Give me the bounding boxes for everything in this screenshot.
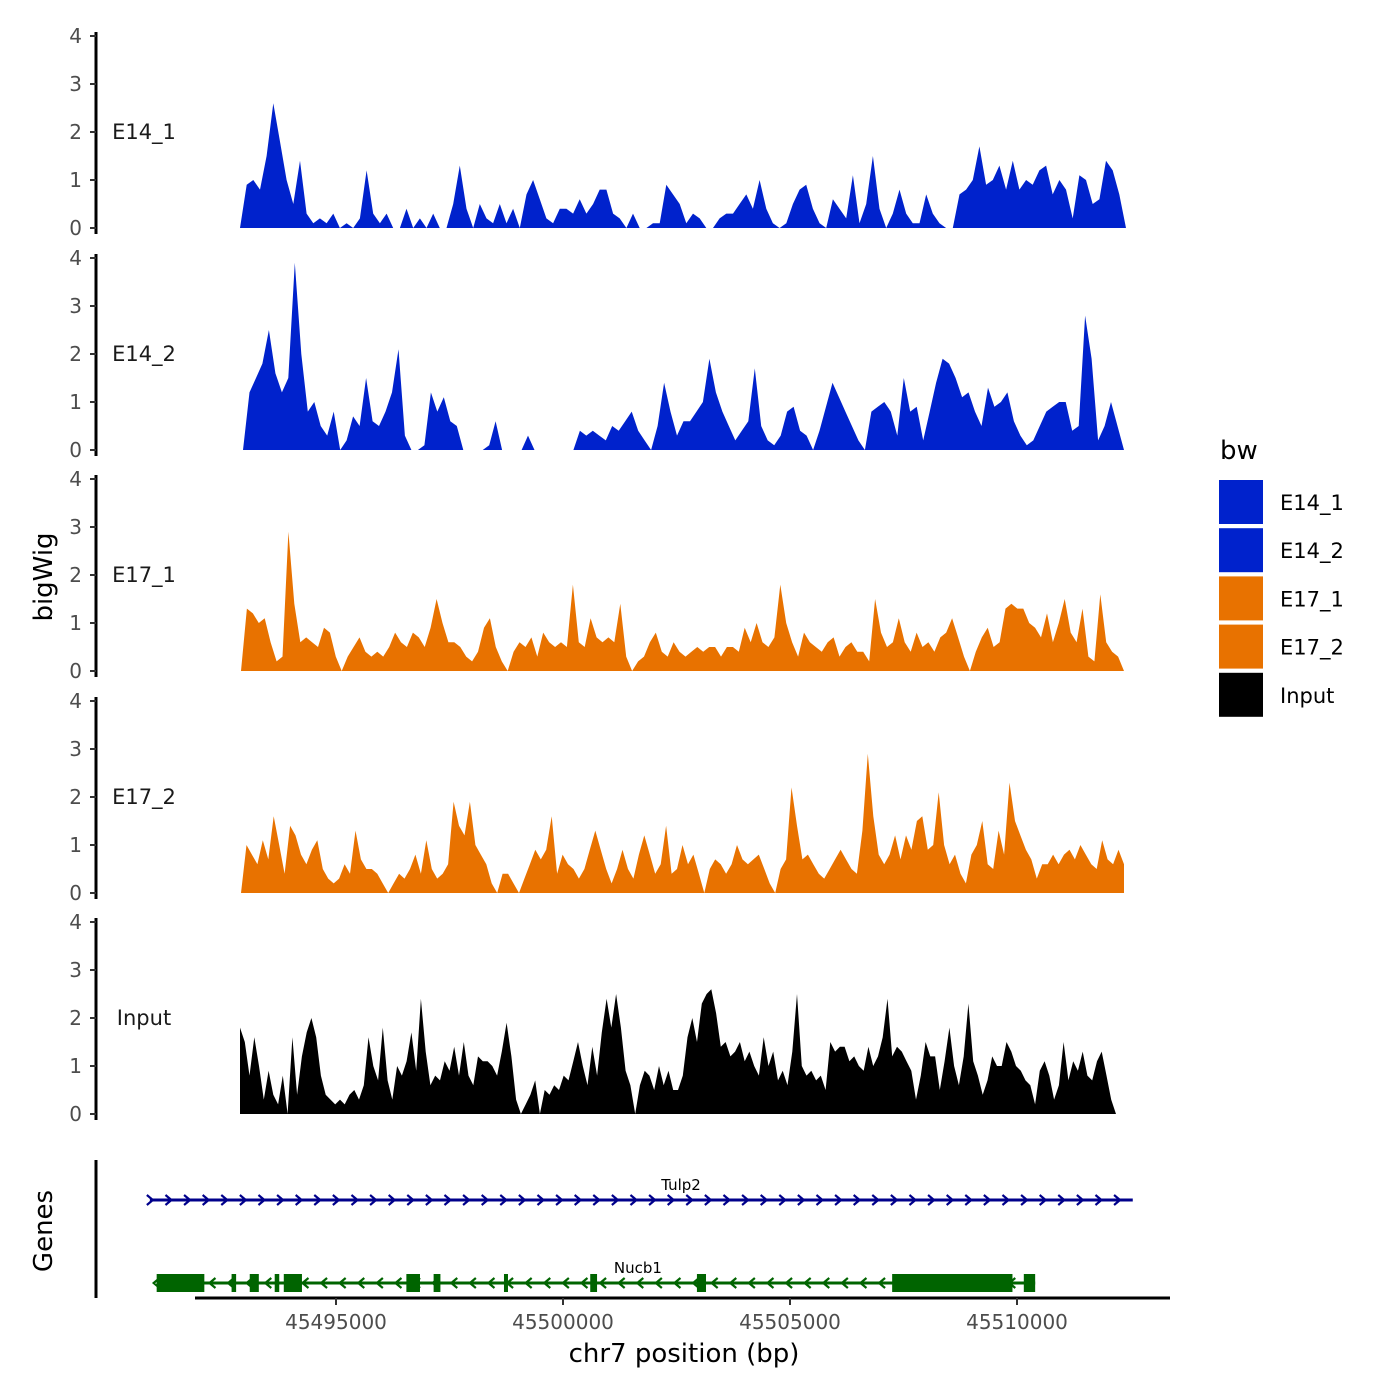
track-label: E17_2 bbox=[112, 785, 176, 810]
legend: E14_1 E14_2 E17_1 E17_2 Input bbox=[1219, 480, 1344, 717]
legend-swatch-E14_1 bbox=[1219, 480, 1263, 524]
y-tick-label: 0 bbox=[69, 659, 82, 683]
exon bbox=[433, 1274, 441, 1292]
y-tick-label: 2 bbox=[69, 120, 82, 144]
y-tick-label: 0 bbox=[69, 216, 82, 240]
x-tick-label: 45495000 bbox=[285, 1310, 387, 1334]
y-tick-label: 2 bbox=[69, 342, 82, 366]
x-tick-label: 45505000 bbox=[739, 1310, 841, 1334]
y-tick-label: 1 bbox=[69, 611, 82, 635]
y-tick-label: 2 bbox=[69, 1006, 82, 1030]
exon bbox=[1023, 1274, 1036, 1292]
gene-Tulp2: Tulp2 bbox=[146, 1176, 1133, 1206]
x-axis-title: chr7 position (bp) bbox=[569, 1339, 800, 1369]
exon bbox=[406, 1274, 420, 1292]
track-panels: 0 1 2 3 4 E14_1 0 1 2 3 4 E14_2 0 1 2 3 4 E17_1 0 1 2 3 4 E17_2… bbox=[69, 24, 1126, 1126]
legend-label-Input: Input bbox=[1280, 684, 1334, 708]
gene-label: Tulp2 bbox=[660, 1176, 701, 1194]
area-series bbox=[240, 989, 1116, 1114]
y-tick-label: 3 bbox=[69, 515, 82, 539]
exon bbox=[503, 1274, 508, 1292]
y-axis-title: bigWig bbox=[29, 532, 59, 621]
y-tick-label: 4 bbox=[69, 910, 82, 934]
legend-label-E14_1: E14_1 bbox=[1280, 491, 1344, 516]
y-tick-label: 3 bbox=[69, 958, 82, 982]
legend-title: bw bbox=[1220, 436, 1258, 466]
legend-label-E14_2: E14_2 bbox=[1280, 539, 1344, 564]
track-Input: 0 1 2 3 4 Input bbox=[69, 910, 1116, 1126]
track-label: E17_1 bbox=[112, 563, 176, 588]
gene-track: Tulp2 Nucb1 bbox=[94, 1160, 1133, 1298]
exon bbox=[249, 1274, 259, 1292]
y-tick-label: 4 bbox=[69, 467, 82, 491]
track-label: E14_1 bbox=[112, 120, 176, 145]
x-axis: 45495000 45500000 45505000 45510000 bbox=[195, 1296, 1170, 1334]
exon bbox=[231, 1274, 237, 1292]
track-E17_1: 0 1 2 3 4 E17_1 bbox=[69, 467, 1124, 683]
exon bbox=[283, 1274, 302, 1292]
y-tick-label: 1 bbox=[69, 1054, 82, 1078]
y-tick-label: 1 bbox=[69, 833, 82, 857]
exon bbox=[156, 1274, 205, 1292]
legend-swatch-E17_1 bbox=[1219, 576, 1263, 621]
y-tick-label: 1 bbox=[69, 168, 82, 192]
legend-label-E17_1: E17_1 bbox=[1280, 587, 1344, 612]
exon bbox=[274, 1274, 280, 1292]
legend-swatch-E17_2 bbox=[1219, 624, 1263, 669]
y-tick-label: 2 bbox=[69, 785, 82, 809]
y-tick-label: 0 bbox=[69, 881, 82, 905]
track-E14_2: 0 1 2 3 4 E14_2 bbox=[69, 246, 1124, 462]
y-tick-label: 2 bbox=[69, 563, 82, 587]
track-E17_2: 0 1 2 3 4 E17_2 bbox=[69, 689, 1124, 905]
legend-swatch-Input bbox=[1219, 672, 1263, 717]
genes-axis-title: Genes bbox=[29, 1190, 59, 1272]
y-tick-label: 3 bbox=[69, 737, 82, 761]
area-series bbox=[243, 262, 1124, 450]
y-tick-label: 4 bbox=[69, 689, 82, 713]
legend-swatch-E14_2 bbox=[1219, 528, 1263, 573]
y-tick-label: 1 bbox=[69, 390, 82, 414]
exon bbox=[696, 1274, 707, 1292]
gene-Nucb1: Nucb1 bbox=[151, 1259, 1036, 1292]
track-label: Input bbox=[117, 1006, 171, 1030]
gene-label: Nucb1 bbox=[614, 1259, 662, 1277]
y-tick-label: 0 bbox=[69, 438, 82, 462]
area-series bbox=[241, 531, 1124, 671]
y-tick-label: 3 bbox=[69, 72, 82, 96]
x-tick-label: 45500000 bbox=[512, 1310, 614, 1334]
track-label: E14_2 bbox=[112, 342, 176, 367]
y-tick-label: 4 bbox=[69, 246, 82, 270]
y-tick-label: 3 bbox=[69, 294, 82, 318]
y-tick-label: 4 bbox=[69, 24, 82, 48]
y-tick-label: 0 bbox=[69, 1102, 82, 1126]
x-tick-label: 45510000 bbox=[966, 1310, 1068, 1334]
legend-label-E17_2: E17_2 bbox=[1280, 636, 1344, 661]
exon bbox=[590, 1274, 598, 1292]
area-series bbox=[240, 103, 1126, 228]
strand-arrows bbox=[146, 1194, 1122, 1206]
area-series bbox=[241, 753, 1124, 893]
track-E14_1: 0 1 2 3 4 E14_1 bbox=[69, 24, 1126, 240]
exon bbox=[892, 1274, 1013, 1292]
